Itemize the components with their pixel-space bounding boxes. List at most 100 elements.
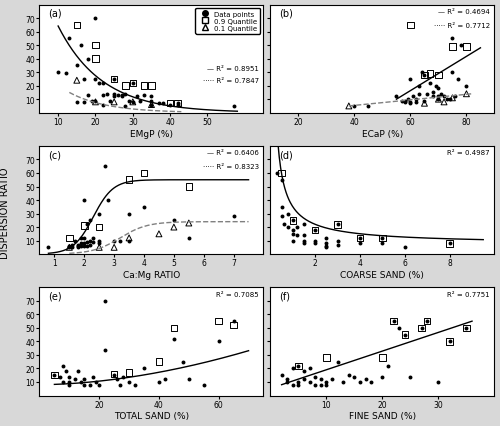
Point: [345, 372, 353, 379]
Point: [185, 376, 193, 383]
Point: [84, 239, 92, 246]
Point: [322, 243, 330, 250]
Point: [92, 379, 100, 386]
Point: [462, 325, 470, 331]
Point: [99, 81, 107, 87]
Point: [378, 354, 386, 361]
Point: [89, 235, 97, 242]
Point: [86, 381, 94, 388]
Point: [406, 101, 414, 107]
Point: [401, 245, 409, 251]
Point: [101, 346, 109, 353]
Point: [356, 240, 364, 247]
Point: [300, 368, 308, 375]
Point: [95, 238, 103, 245]
X-axis label: ECaP (%): ECaP (%): [362, 130, 403, 138]
Point: [420, 98, 428, 105]
X-axis label: COARSE SAND (%): COARSE SAND (%): [340, 271, 424, 279]
Point: [92, 98, 100, 105]
Point: [116, 238, 124, 245]
Legend: Data points, 0.9 Quantile, 0.1 Quantile: Data points, 0.9 Quantile, 0.1 Quantile: [196, 9, 260, 35]
Point: [73, 22, 81, 29]
Point: [294, 379, 302, 386]
Point: [440, 94, 448, 101]
Point: [74, 242, 82, 248]
Point: [62, 71, 70, 78]
Point: [392, 94, 400, 101]
Point: [278, 170, 285, 177]
Point: [390, 318, 398, 325]
Point: [462, 91, 470, 98]
Point: [185, 235, 193, 242]
Point: [448, 44, 456, 51]
Point: [131, 381, 139, 388]
Point: [356, 235, 364, 242]
Point: [122, 103, 130, 110]
Point: [440, 99, 448, 106]
Point: [434, 379, 442, 386]
Point: [110, 245, 118, 251]
Point: [230, 322, 237, 329]
Point: [73, 78, 81, 84]
Point: [86, 238, 94, 245]
Point: [174, 101, 182, 107]
Text: — R² = 0.8951: — R² = 0.8951: [207, 66, 259, 72]
Point: [104, 197, 112, 204]
Point: [443, 97, 451, 104]
Point: [420, 72, 428, 79]
Text: ····· R² = 0.8323: ····· R² = 0.8323: [203, 164, 259, 170]
Text: R² = 0.7751: R² = 0.7751: [448, 291, 490, 297]
Text: (b): (b): [280, 9, 293, 19]
Point: [140, 365, 148, 372]
Text: ····· R² = 0.7847: ····· R² = 0.7847: [203, 78, 259, 84]
Point: [322, 240, 330, 247]
Point: [415, 91, 423, 98]
Point: [161, 376, 169, 383]
Point: [273, 170, 281, 177]
Point: [289, 231, 297, 238]
Point: [122, 91, 130, 98]
Text: — R² = 0.4694: — R² = 0.4694: [438, 9, 490, 15]
Point: [80, 99, 88, 106]
Point: [322, 354, 330, 361]
Point: [110, 76, 118, 83]
Point: [84, 222, 92, 228]
Point: [289, 365, 297, 372]
Point: [230, 103, 237, 110]
Point: [457, 43, 465, 49]
Point: [401, 331, 409, 338]
Text: — R² = 0.6406: — R² = 0.6406: [207, 150, 259, 156]
Point: [401, 98, 409, 105]
Point: [101, 298, 109, 305]
Point: [434, 72, 442, 79]
Point: [140, 83, 148, 90]
Point: [437, 91, 445, 98]
Point: [200, 381, 207, 388]
Point: [74, 245, 82, 251]
Point: [378, 373, 386, 380]
Point: [66, 36, 74, 43]
Point: [339, 379, 347, 386]
Point: [334, 222, 342, 228]
Point: [125, 210, 133, 217]
Point: [86, 217, 94, 224]
Point: [125, 369, 133, 376]
Point: [56, 373, 64, 380]
Point: [80, 235, 88, 242]
Point: [409, 94, 417, 101]
Point: [398, 98, 406, 105]
Point: [78, 243, 86, 250]
Point: [99, 92, 107, 99]
Point: [129, 99, 137, 106]
Point: [122, 83, 130, 90]
Point: [129, 81, 137, 87]
Point: [66, 381, 74, 388]
Point: [300, 376, 308, 383]
Point: [95, 381, 103, 388]
Point: [185, 220, 193, 227]
Point: [362, 376, 370, 383]
Point: [80, 197, 88, 204]
Point: [432, 83, 440, 90]
Point: [429, 94, 437, 101]
Point: [429, 90, 437, 97]
